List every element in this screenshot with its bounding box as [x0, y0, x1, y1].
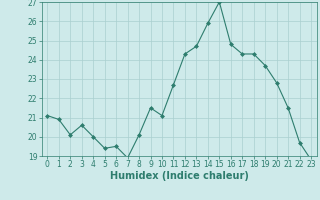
X-axis label: Humidex (Indice chaleur): Humidex (Indice chaleur)	[110, 171, 249, 181]
